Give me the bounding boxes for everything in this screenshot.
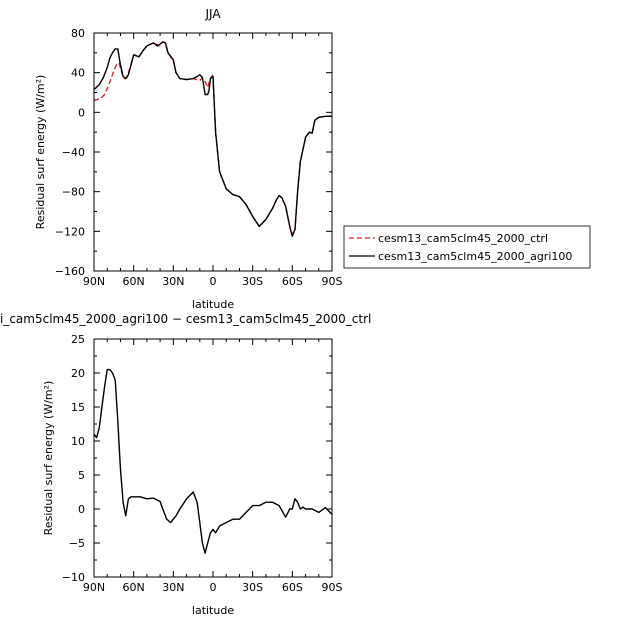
legend: cesm13_cam5clm45_2000_ctrl cesm13_cam5cl…: [343, 225, 591, 269]
bottom-ytick-label: 10: [71, 435, 85, 448]
top-ytick-label: −80: [62, 186, 85, 199]
top-chart: JJA Residual surf energy (W/m²) latitude…: [34, 7, 343, 311]
bottom-xtick-label: 90N: [83, 581, 105, 594]
top-chart-title: JJA: [204, 7, 221, 21]
bottom-ytick-label: 5: [78, 469, 85, 482]
top-chart-xlabel: latitude: [192, 298, 234, 311]
bottom-plot-area: 90N 60N 30N 0 30S 60S 90S −10 −5 0 5 10 15 20 25: [62, 333, 343, 594]
legend-agri-label: cesm13_cam5clm45_2000_agri100: [378, 250, 572, 263]
legend-ctrl-label: cesm13_cam5clm45_2000_ctrl: [378, 232, 548, 245]
top-xtick-label: 0: [210, 275, 217, 288]
top-xtick-label: 60S: [282, 275, 303, 288]
bottom-ytick-label: 15: [71, 401, 85, 414]
bottom-chart-yunit: (W/m²): [42, 381, 55, 419]
top-ytick-label: 40: [71, 67, 85, 80]
top-ytick-label: −160: [55, 265, 85, 278]
legend-box: [343, 225, 591, 269]
top-xtick-label: 90N: [83, 275, 105, 288]
top-chart-yunit: (W/m²): [34, 75, 47, 113]
bottom-chart-title: i_cam5clm45_2000_agri100 − cesm13_cam5cl…: [0, 312, 371, 326]
bottom-chart-xlabel: latitude: [192, 604, 234, 617]
bottom-ytick-label: 20: [71, 367, 85, 380]
top-ytick-label: −40: [62, 146, 85, 159]
bottom-xtick-label: 60S: [282, 581, 303, 594]
bottom-xtick-label: 90S: [322, 581, 343, 594]
bottom-xtick-label: 0: [210, 581, 217, 594]
top-ytick-label: 80: [71, 27, 85, 40]
bottom-chart: i_cam5clm45_2000_agri100 − cesm13_cam5cl…: [0, 312, 371, 617]
bottom-frame: [93, 338, 333, 578]
bottom-ytick-label: 0: [78, 503, 85, 516]
bottom-chart-ylabel-text: Residual surf energy: [42, 422, 55, 535]
top-xtick-label: 60N: [123, 275, 145, 288]
top-ytick-label: −120: [55, 225, 85, 238]
bottom-xtick-label: 30S: [242, 581, 263, 594]
bottom-ytick-label: 25: [71, 333, 85, 346]
bottom-xtick-label: 60N: [123, 581, 145, 594]
bottom-series-line-0: [93, 368, 333, 554]
bottom-chart-ylabel: Residual surf energy (W/m²): [42, 381, 55, 536]
bottom-xtick-label: 30N: [162, 581, 184, 594]
top-xtick-label: 90S: [322, 275, 343, 288]
top-ytick-label: 0: [78, 106, 85, 119]
top-chart-ylabel: Residual surf energy (W/m²): [34, 75, 47, 230]
top-chart-ylabel-text: Residual surf energy: [34, 116, 47, 229]
top-xtick-label: 30S: [242, 275, 263, 288]
top-plot-area: 90N 60N 30N 0 30S 60S 90S −160 −120 −80 −40 0 40 80: [55, 27, 343, 288]
top-series-line-1: [93, 41, 332, 238]
bottom-ytick-label: −10: [62, 571, 85, 584]
bottom-ytick-label: −5: [69, 537, 85, 550]
top-xtick-label: 30N: [162, 275, 184, 288]
